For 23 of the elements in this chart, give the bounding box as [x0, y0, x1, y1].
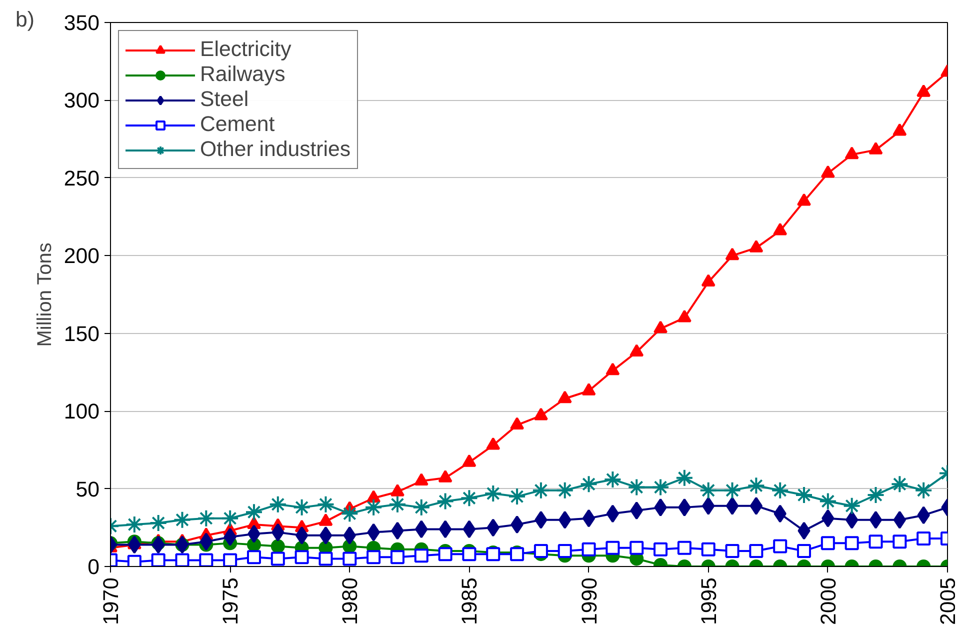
- y-tick-label: 300: [64, 88, 100, 113]
- x-tick-label: 1990: [577, 577, 602, 625]
- legend-label: Cement: [200, 112, 275, 137]
- y-axis-title: Million Tons: [34, 242, 56, 347]
- y-tick-label: 0: [88, 555, 100, 579]
- text: b): [16, 8, 34, 32]
- y-tick-label: 350: [64, 11, 100, 35]
- legend-label: Steel: [200, 87, 249, 112]
- legend-label: Railways: [200, 62, 286, 87]
- x-tick-label: 1985: [458, 577, 482, 625]
- y-tick-label: 250: [64, 166, 100, 190]
- y-tick-label: 100: [64, 400, 100, 424]
- x-tick-label: 1975: [218, 577, 243, 625]
- x-tick-label: 1980: [338, 577, 362, 625]
- x-tick-label: 2000: [816, 577, 840, 625]
- x-tick-label: 1995: [696, 577, 721, 625]
- legend-label: Electricity: [200, 37, 292, 62]
- y-tick-label: 200: [64, 244, 100, 268]
- y-tick-label: 150: [64, 322, 100, 346]
- y-tick-label: 50: [76, 477, 100, 502]
- legend-label: Other industries: [200, 137, 351, 162]
- x-tick-label: 2005: [936, 577, 960, 625]
- x-tick-label: 1970: [99, 577, 123, 625]
